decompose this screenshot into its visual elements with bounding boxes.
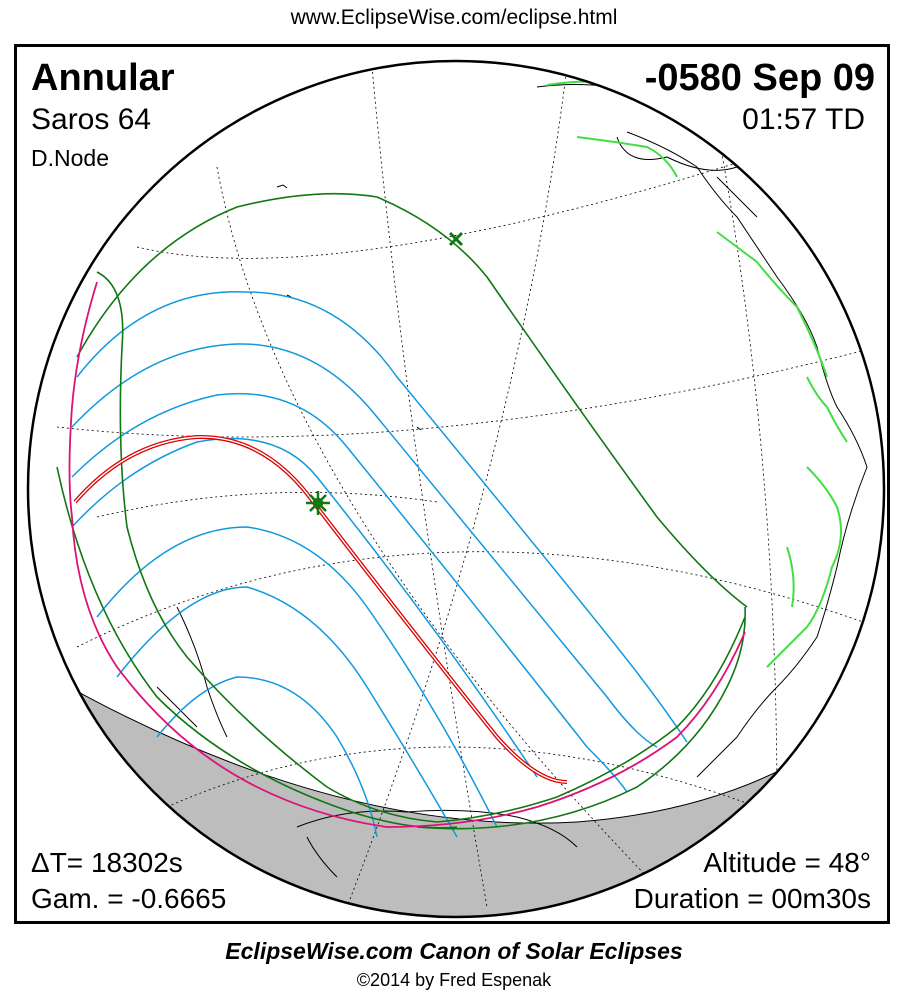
globe-disc <box>28 61 884 917</box>
site-url: www.EclipseWise.com/eclipse.html <box>290 6 618 29</box>
globe-outline <box>26 59 886 919</box>
limit-closure <box>416 606 746 830</box>
copyright-notice: ©2014 by Fred Espenak <box>356 970 552 990</box>
magnitude-line <box>116 586 458 838</box>
magnitude-line <box>96 526 498 828</box>
eclipse-time: 01:57 TD <box>742 103 865 136</box>
eclipse-globe-map <box>26 59 886 919</box>
rise-set-inner <box>56 466 458 829</box>
subsolar-point-x-icon <box>448 231 464 247</box>
penumbral-limits <box>56 192 748 830</box>
coastlines <box>156 84 868 878</box>
magnitude-line <box>76 291 688 743</box>
node-label: D.Node <box>31 145 109 171</box>
sun-altitude: Altitude = 48° <box>703 847 871 878</box>
graticule <box>56 66 878 908</box>
saros-number: Saros 64 <box>31 103 152 136</box>
magnitude-isolines <box>71 291 688 838</box>
northern-limit <box>76 192 748 608</box>
magnitude-line <box>71 437 538 778</box>
magnitude-line <box>156 676 378 838</box>
map-frame: Annular Saros 64 D.Node -0580 Sep 09 01:… <box>14 44 890 924</box>
central-duration: Duration = 00m30s <box>633 883 871 914</box>
rise-set-outer <box>96 271 746 823</box>
delta-t: ΔT= 18302s <box>31 847 183 878</box>
greatest-eclipse-star-icon <box>306 491 330 515</box>
magnitude-line <box>71 343 658 748</box>
eclipse-date: -0580 Sep 09 <box>644 57 875 99</box>
gamma-value: Gam. = -0.6665 <box>31 883 227 914</box>
magnitude-line <box>71 392 628 793</box>
eclipse-type: Annular <box>31 57 175 99</box>
rise-set-curve <box>68 281 746 828</box>
canon-title: EclipseWise.com Canon of Solar Eclipses <box>225 938 683 964</box>
